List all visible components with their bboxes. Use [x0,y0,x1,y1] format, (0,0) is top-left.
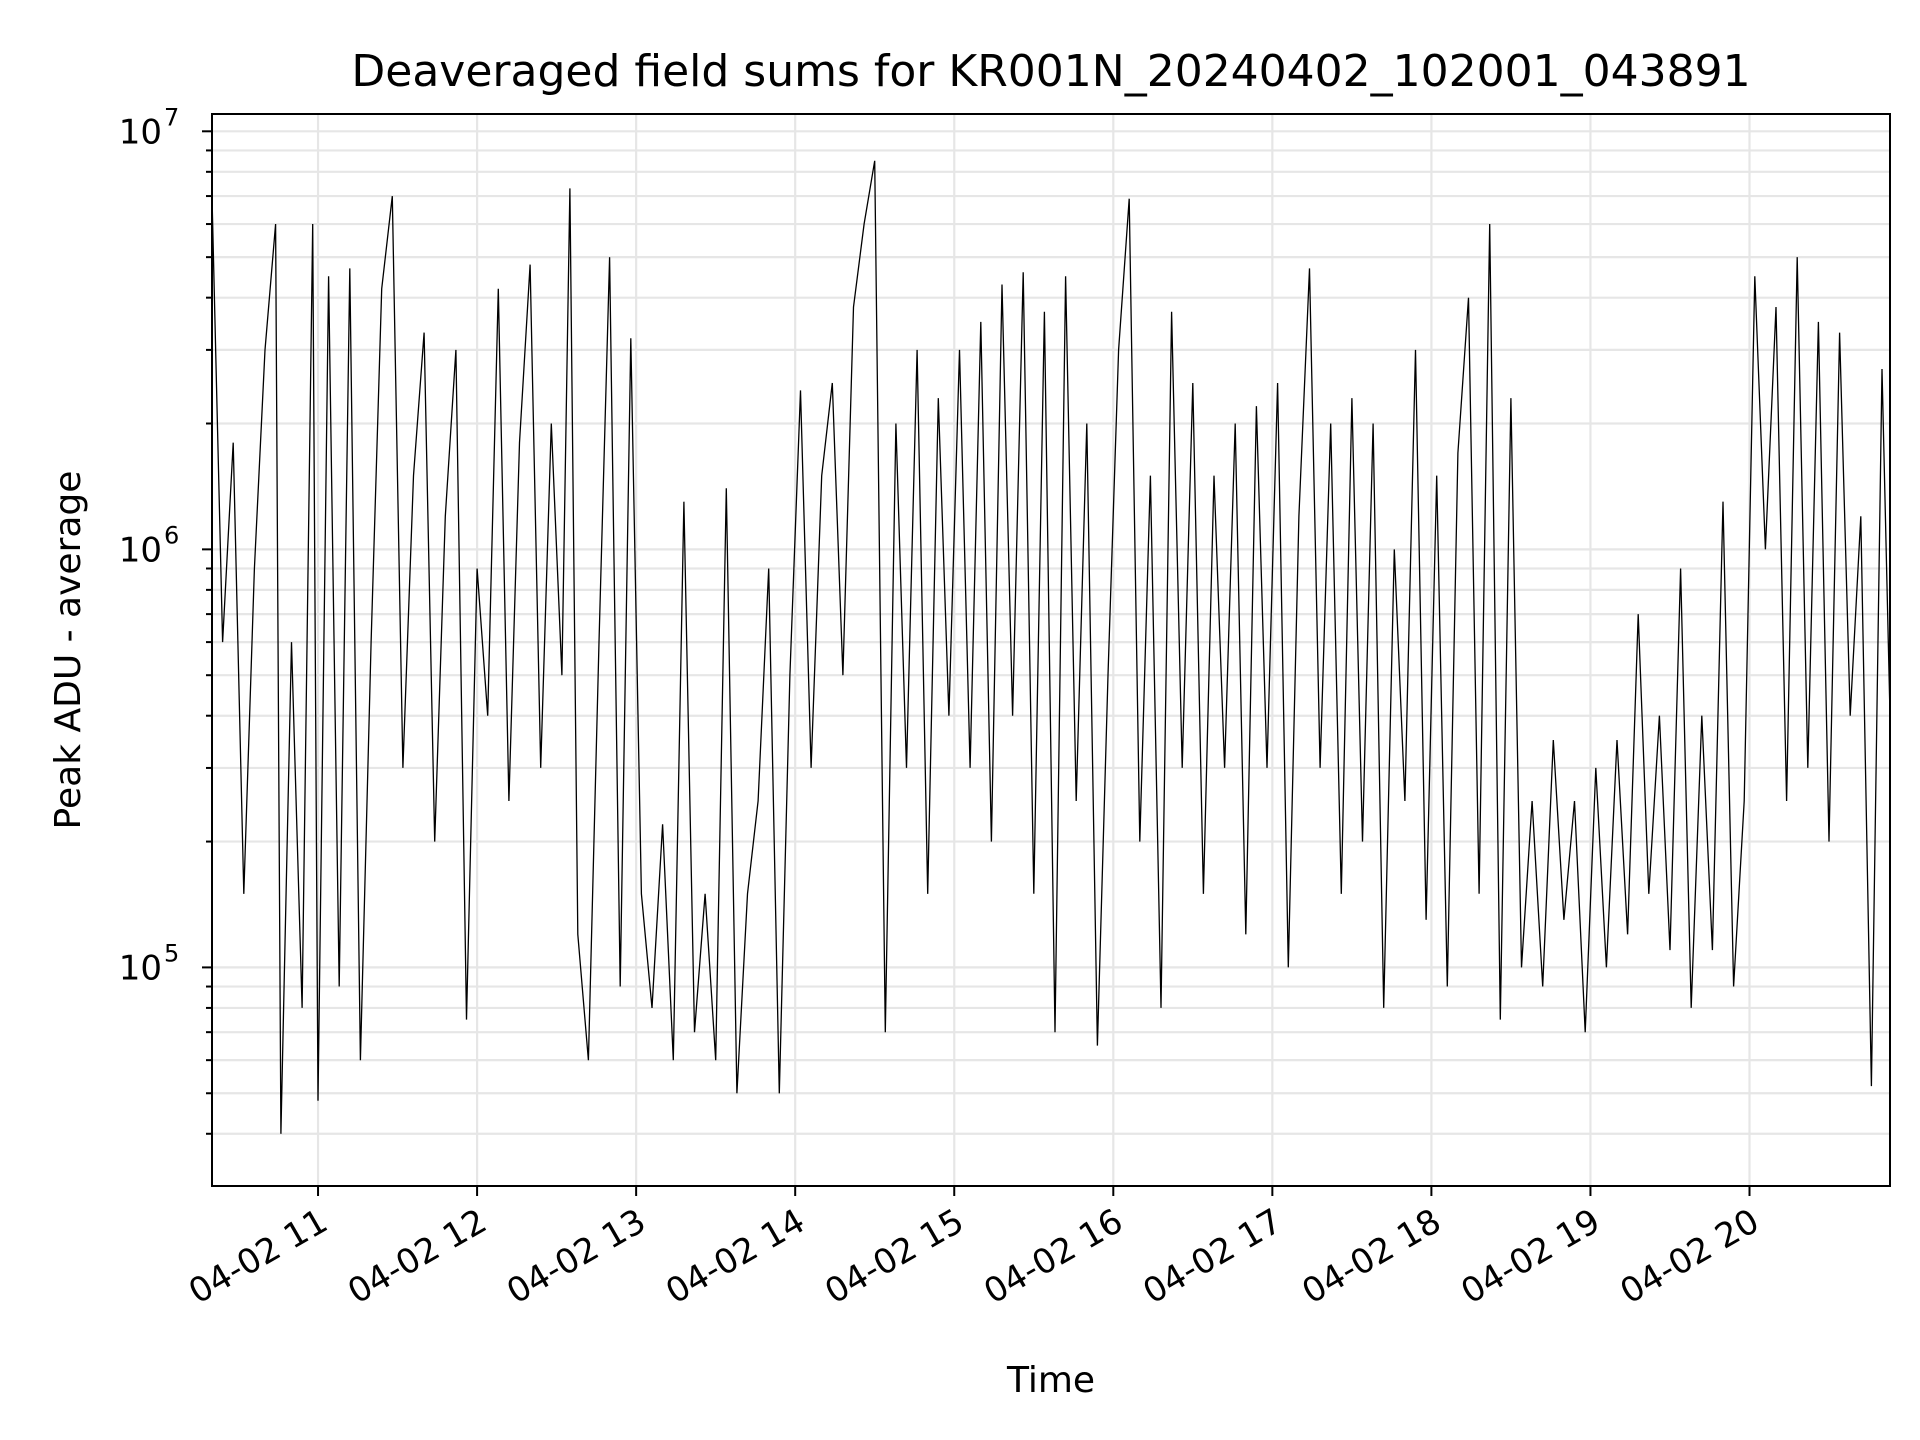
chart-title: Deaveraged field sums for KR001N_2024040… [351,46,1750,97]
x-tick-label: 04-02 13 [500,1201,652,1312]
series-line [211,160,1891,1134]
y-axis-label: Peak ADU - average [48,471,89,830]
x-tick-label: 04-02 20 [1614,1201,1766,1312]
y-tick-exponent: 5 [164,939,179,967]
x-tick-label: 04-02 14 [659,1201,811,1312]
x-tick-label: 04-02 16 [977,1201,1129,1312]
y-tick-label: 10 [119,530,162,570]
y-tick-label: 10 [119,948,162,988]
plot-frame [211,113,1891,1187]
x-axis-label: Time [1006,1360,1095,1401]
y-tick-exponent: 6 [164,521,179,549]
x-tick-label: 04-02 18 [1296,1201,1448,1312]
x-tick-label: 04-02 15 [818,1201,970,1312]
y-tick-label: 10 [119,112,162,152]
grid [212,114,1890,1186]
x-tick-label: 04-02 19 [1455,1201,1607,1312]
x-tick-label: 04-02 11 [182,1201,334,1312]
x-axis: 04-02 11 04-02 12 04-02 13 04-02 14 04-02 15… [182,1186,1766,1312]
y-tick-exponent: 7 [164,103,179,131]
x-tick-label: 04-02 17 [1136,1201,1288,1312]
x-tick-label: 04-02 12 [341,1201,493,1312]
